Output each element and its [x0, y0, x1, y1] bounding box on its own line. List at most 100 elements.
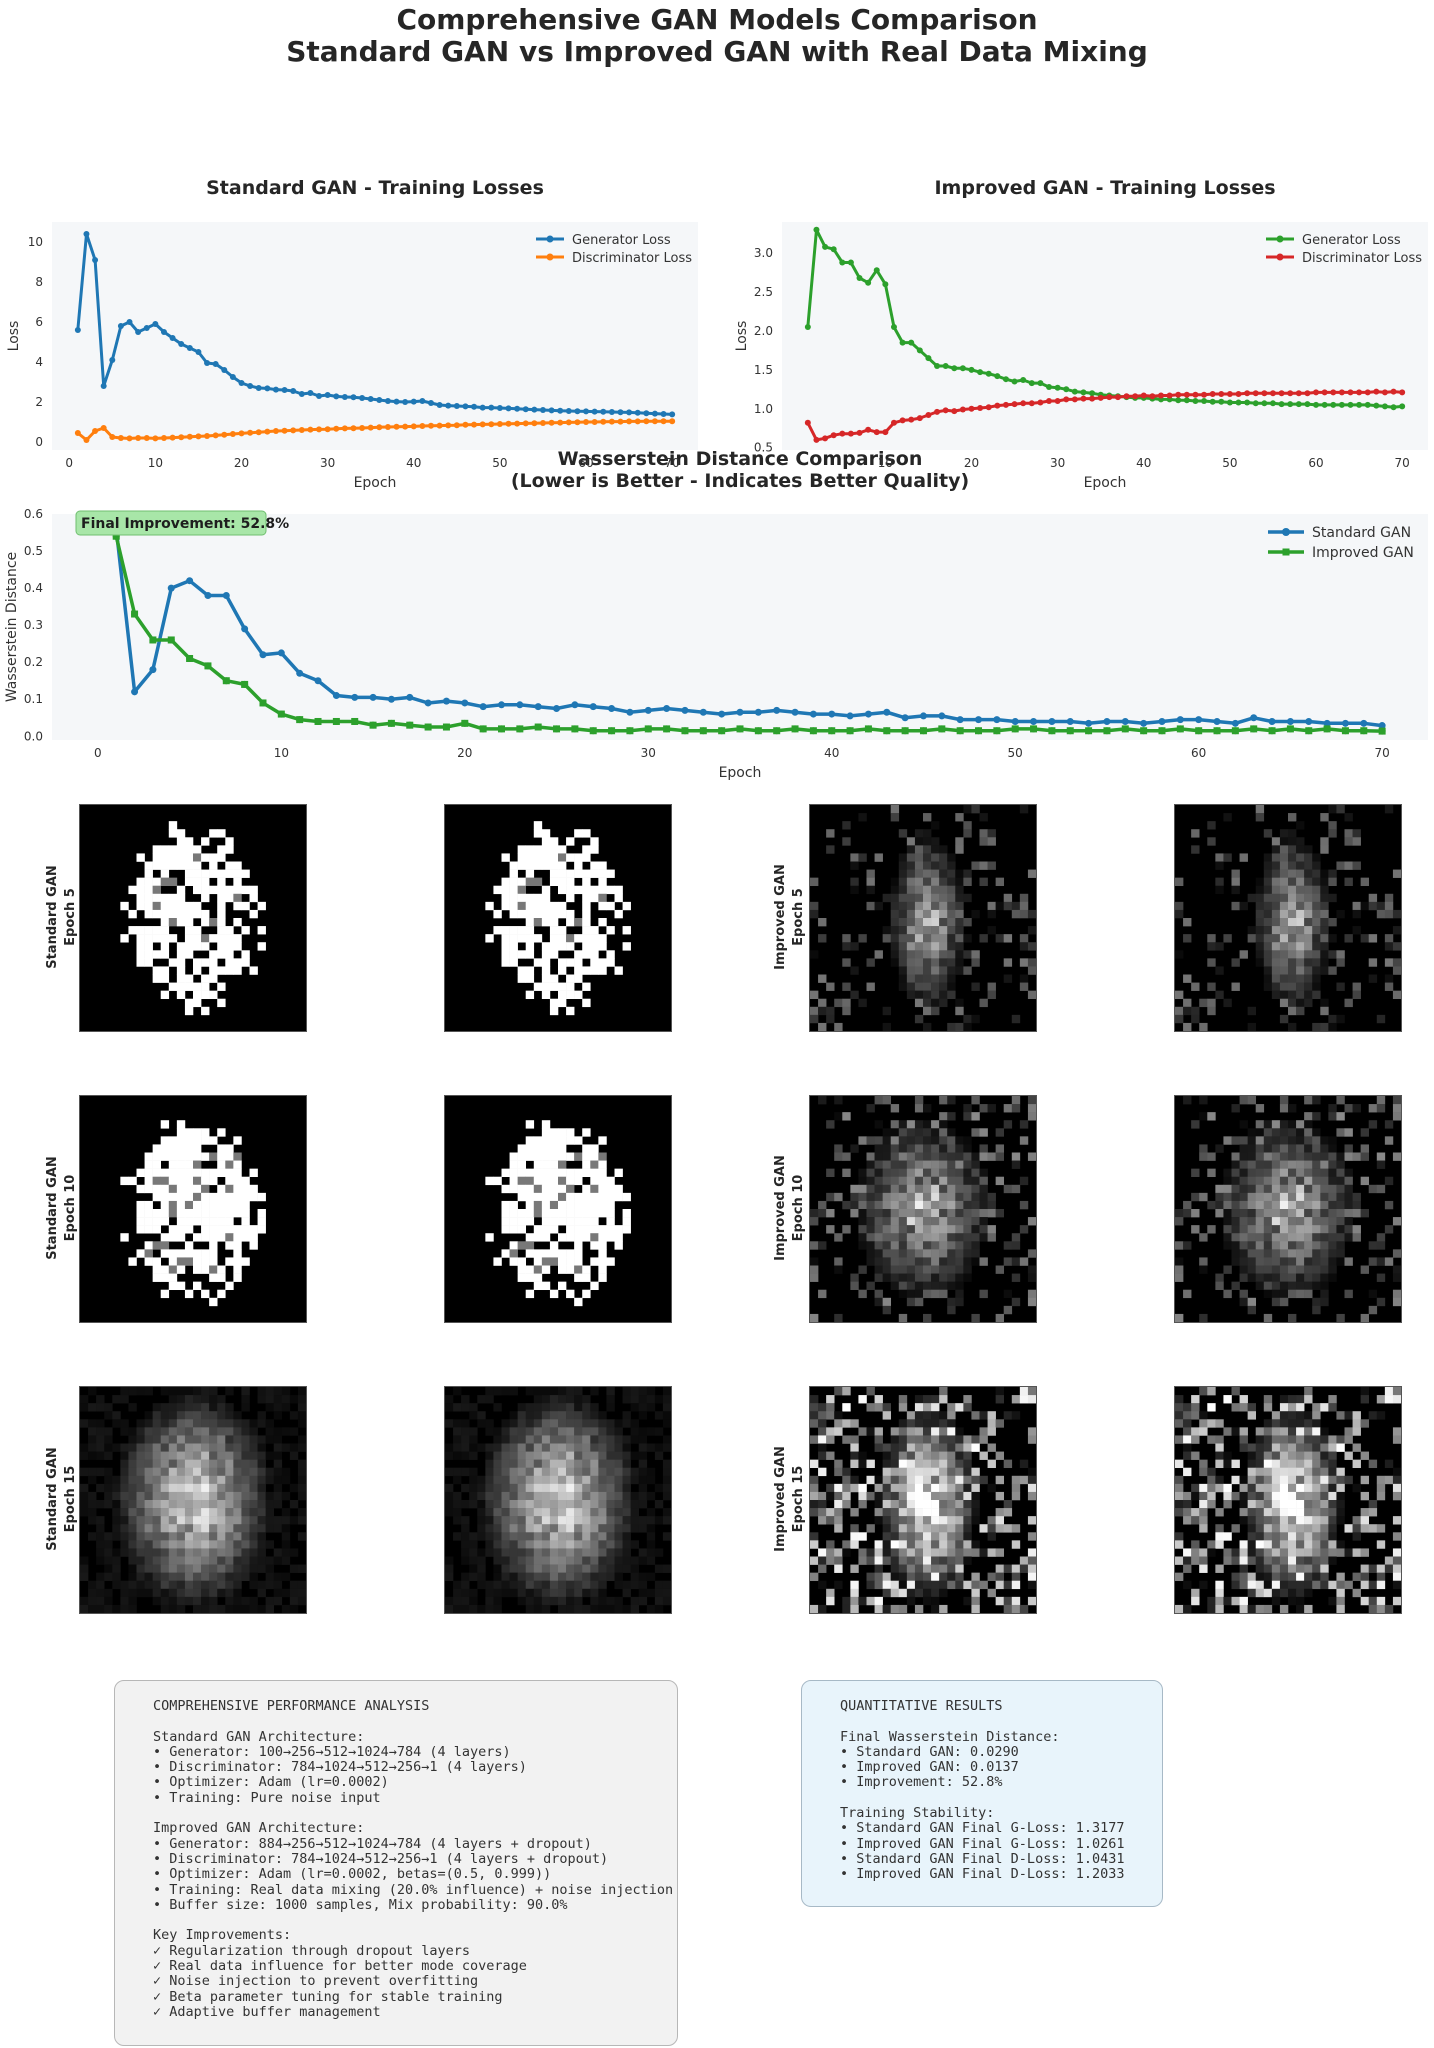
- data-point-square: [222, 677, 230, 685]
- data-point: [539, 407, 546, 413]
- data-point: [822, 435, 829, 442]
- sample-pixels: [485, 821, 631, 1016]
- x-tick-label: 40: [406, 456, 421, 470]
- data-point: [839, 259, 846, 266]
- box-text-line: ✓ Noise injection to prevent overfitting: [153, 1973, 479, 1990]
- standard-sample-image: [79, 1095, 307, 1323]
- data-point: [427, 400, 434, 406]
- data-point: [341, 394, 348, 400]
- y-tick-label: 2.5: [754, 285, 773, 299]
- y-tick-label: 1.5: [754, 363, 773, 377]
- data-point: [195, 349, 202, 355]
- y-tick-label: 0.0: [24, 729, 43, 743]
- data-point-square: [1213, 727, 1221, 735]
- data-point-square: [277, 710, 285, 718]
- data-point: [994, 402, 1001, 409]
- data-point: [169, 434, 176, 441]
- data-point-square: [351, 717, 359, 725]
- data-point: [195, 433, 202, 440]
- data-point: [1341, 719, 1349, 727]
- data-point: [600, 418, 607, 425]
- legend-swatch-marker: [1282, 528, 1290, 536]
- improved-sample-image: [1174, 1386, 1402, 1614]
- data-point: [1183, 397, 1190, 404]
- data-point: [1321, 389, 1328, 396]
- data-point: [873, 429, 880, 436]
- data-point: [333, 393, 340, 400]
- data-point: [1132, 393, 1139, 400]
- data-point: [229, 374, 236, 380]
- data-point: [565, 408, 572, 414]
- data-point: [126, 435, 133, 442]
- data-point: [1360, 719, 1368, 727]
- legend-label: Improved GAN: [1312, 545, 1414, 561]
- box-text-line: [153, 1714, 677, 1729]
- data-point: [1250, 714, 1258, 722]
- improved-row-label-line: Improved GAN: [773, 1446, 788, 1552]
- box-text-line: • Standard GAN Final D-Loss: 1.0431: [840, 1850, 1125, 1867]
- data-point: [890, 419, 897, 426]
- x-tick-label: 60: [1191, 746, 1206, 760]
- data-point: [462, 403, 469, 410]
- standard-sample-image: [444, 1095, 672, 1323]
- data-point-square: [809, 727, 817, 735]
- data-point-square: [864, 725, 872, 733]
- box-text-line: • Training: Real data mixing (20.0% infl…: [153, 1881, 674, 1898]
- data-point: [238, 380, 245, 386]
- data-point: [1063, 386, 1070, 393]
- box-text-line: Improved GAN Architecture:: [153, 1820, 365, 1837]
- data-point: [591, 408, 598, 415]
- data-point: [393, 423, 400, 430]
- x-tick-label: 30: [320, 456, 335, 470]
- data-point: [367, 396, 374, 402]
- data-point: [864, 710, 872, 718]
- wasserstein-chart-title: Wasserstein Distance Comparison (Lower i…: [52, 448, 1428, 492]
- data-point: [135, 329, 142, 335]
- data-point: [1304, 401, 1311, 408]
- data-point: [1089, 390, 1096, 397]
- plot-area: [52, 514, 1428, 740]
- x-tick-label: 60: [578, 456, 593, 470]
- improved-sample-image: [809, 1386, 1037, 1614]
- data-point: [1278, 401, 1285, 408]
- data-point: [571, 701, 579, 709]
- data-point-square: [149, 636, 157, 644]
- data-point: [229, 431, 236, 437]
- data-point-square: [516, 725, 524, 733]
- data-point: [131, 688, 139, 696]
- box-text-line: QUANTITATIVE RESULTS: [840, 1698, 1003, 1714]
- data-point-square: [571, 725, 579, 733]
- data-point: [1048, 717, 1056, 725]
- data-point: [574, 408, 581, 415]
- legend-label: Standard GAN: [1312, 525, 1411, 541]
- data-point: [644, 706, 652, 714]
- y-tick-label: 0.6: [24, 507, 43, 521]
- data-point: [1399, 389, 1406, 396]
- data-point: [830, 246, 837, 253]
- data-point: [1295, 401, 1302, 408]
- data-point: [828, 710, 836, 718]
- box-text-line: [153, 1913, 677, 1928]
- data-point-square: [626, 727, 634, 735]
- data-point: [1226, 399, 1233, 406]
- data-point: [1378, 722, 1386, 730]
- data-point: [1330, 389, 1337, 396]
- data-point: [410, 398, 417, 405]
- data-point: [259, 651, 267, 659]
- data-point: [247, 429, 254, 436]
- data-point: [462, 421, 469, 428]
- data-point: [316, 426, 323, 433]
- data-point: [1157, 392, 1164, 399]
- chart-wasserstein: 0 10 20 30 40 50 60 70 0.0 0.1 0.2 0.3 0.4 0.5 0.6 Epoc…: [4, 507, 1428, 781]
- improved-row-label-line: Improved GAN: [773, 1155, 788, 1261]
- data-point: [351, 693, 359, 701]
- data-point: [1218, 398, 1225, 405]
- y-axis-label: Wasserstein Distance: [4, 552, 20, 702]
- data-point: [882, 281, 889, 288]
- data-point: [117, 435, 124, 441]
- data-point-square: [993, 727, 1001, 735]
- data-point: [496, 421, 503, 427]
- data-point-square: [1085, 727, 1093, 735]
- data-point: [651, 418, 658, 425]
- data-point: [387, 695, 395, 703]
